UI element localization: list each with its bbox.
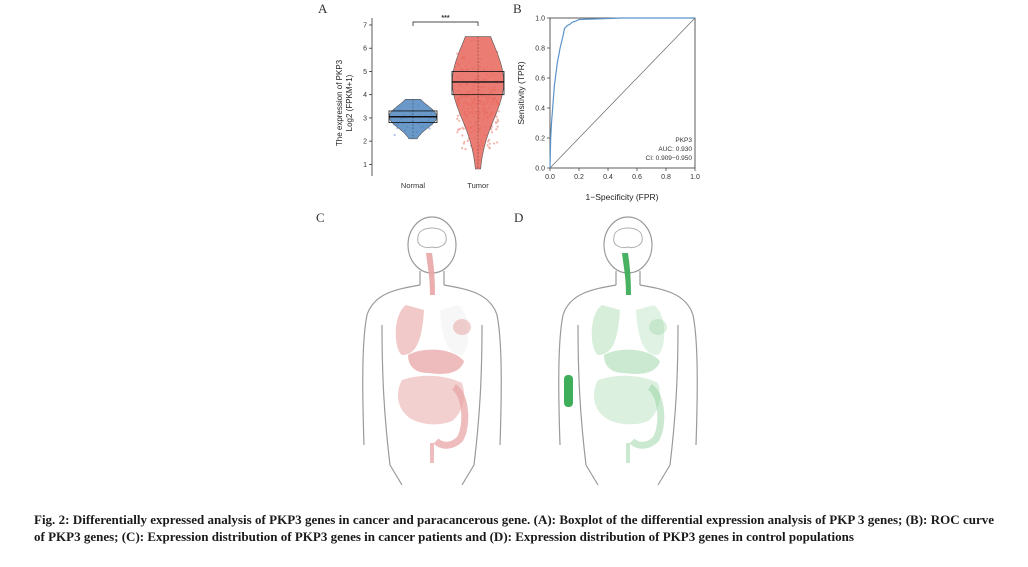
- b-ytick-label: 0.0: [535, 166, 545, 173]
- violin-box-chart: 1 2 3 4 5 6 7 Normal Tumor *** The expression of…: [335, 15, 505, 190]
- a-jitter-point: [495, 115, 498, 118]
- intestines: [593, 375, 661, 425]
- b-ytick-label: 0.2: [535, 136, 545, 143]
- right-lung: [636, 305, 665, 355]
- a-jitter-point: [496, 125, 499, 128]
- b-annotation: CI: 0.909−0.950: [646, 155, 693, 162]
- esophagus: [622, 253, 631, 295]
- a-jitter-point: [462, 142, 466, 145]
- arm-muscle: [564, 375, 573, 407]
- a-jitter-point: [466, 139, 469, 142]
- a-xtick-tumor: Tumor: [467, 181, 489, 190]
- a-ytick-label: 1: [363, 162, 367, 169]
- a-jitter-point: [456, 131, 459, 134]
- panel-label-b: B: [513, 1, 522, 16]
- body-map-control: [558, 216, 698, 486]
- organs-cancer: [395, 253, 471, 463]
- a-jitter-point: [456, 117, 459, 120]
- panel-label-c: C: [316, 210, 325, 225]
- b-ytick-label: 0.8: [535, 46, 545, 53]
- b-xlabel: 1−Specificity (FPR): [586, 192, 659, 202]
- colon: [629, 384, 665, 449]
- a-ytick-label: 5: [363, 69, 367, 76]
- a-violin-normal: [388, 99, 438, 140]
- a-ytick-label: 3: [363, 115, 367, 122]
- a-jitter-point: [495, 121, 498, 124]
- breast: [649, 319, 667, 335]
- a-jitter-point: [497, 110, 500, 113]
- a-jitter-point: [457, 128, 460, 131]
- a-jitter-point: [461, 134, 464, 137]
- b-xtick-label: 1.0: [690, 174, 700, 181]
- a-jitter-point: [462, 127, 465, 130]
- a-jitter-point: [486, 144, 489, 147]
- panel-label-d: D: [514, 210, 524, 225]
- figure-caption: Fig. 2: Differentially expressed analysi…: [34, 512, 994, 544]
- a-significance-bracket: [412, 21, 479, 26]
- esophagus: [426, 253, 435, 295]
- a-jitter-point: [461, 146, 464, 150]
- a-ytick-label: 6: [363, 46, 367, 53]
- b-diagonal-reference: [549, 17, 696, 169]
- a-jitter-point: [456, 114, 460, 117]
- a-jitter-point: [458, 119, 461, 122]
- a-jitter-point: [464, 148, 467, 151]
- brain-icon-control: [613, 227, 643, 248]
- a-ytick-label: 7: [363, 22, 367, 29]
- a-xtick-normal: Normal: [401, 181, 426, 190]
- body-map-cancer: [362, 216, 502, 486]
- a-jitter-point: [490, 131, 494, 134]
- intestines: [397, 375, 465, 425]
- b-xtick-label: 0.8: [661, 174, 671, 181]
- a-ylabel-line1: The expression of PKP3: [335, 59, 344, 146]
- a-jitter-point: [393, 133, 396, 137]
- a-jitter-point: [496, 141, 499, 144]
- brain-icon: [417, 227, 447, 248]
- b-ytick-label: 0.4: [535, 106, 545, 113]
- a-jitter-point: [463, 140, 466, 144]
- a-box-tumor: [451, 71, 505, 96]
- b-xtick-label: 0.0: [545, 174, 555, 181]
- panel-label-a: A: [318, 1, 328, 16]
- a-ytick-label: 2: [363, 139, 367, 146]
- colon: [433, 384, 469, 449]
- b-ytick-label: 0.6: [535, 76, 545, 83]
- organs-control: [564, 253, 667, 463]
- stomach-liver: [408, 349, 464, 374]
- a-jitter-point: [486, 140, 490, 143]
- b-ylabel: Sensitivity (TPR): [516, 61, 526, 124]
- b-xtick-label: 0.6: [632, 174, 642, 181]
- b-annotation: PKP3: [675, 137, 692, 144]
- stomach-liver: [604, 349, 660, 374]
- roc-chart: 0.0 0.2 0.4 0.6 0.8 1.0 0.0 0.2 0.4 0.6 0.8 1.0 PKP…: [516, 16, 700, 203]
- b-annotation: AUC: 0.930: [658, 146, 692, 153]
- left-lung: [395, 305, 424, 355]
- a-jitter-point: [488, 142, 491, 145]
- breast: [453, 319, 471, 335]
- body-outline: [362, 216, 502, 486]
- a-jitter-point: [495, 128, 498, 131]
- b-ytick-label: 1.0: [535, 16, 545, 23]
- left-lung: [591, 305, 620, 355]
- a-violin-tumor: [451, 36, 505, 170]
- a-jitter-point: [456, 52, 459, 55]
- a-jitter-point: [488, 138, 491, 141]
- b-xtick-label: 0.4: [603, 174, 613, 181]
- b-roc-curve: [549, 17, 695, 169]
- a-jitter-point: [496, 118, 499, 121]
- a-jitter-point: [459, 127, 462, 130]
- a-ytick-label: 4: [363, 92, 367, 99]
- a-significance-label: ***: [441, 15, 449, 22]
- a-ylabel-line2: Log2 (FPKM+1): [345, 74, 354, 131]
- a-jitter-point: [496, 120, 500, 123]
- body-outline-control: [558, 216, 698, 486]
- a-jitter-point: [488, 146, 491, 149]
- a-jitter-point: [492, 142, 496, 145]
- b-xtick-label: 0.2: [574, 174, 584, 181]
- a-jitter-point: [428, 127, 431, 130]
